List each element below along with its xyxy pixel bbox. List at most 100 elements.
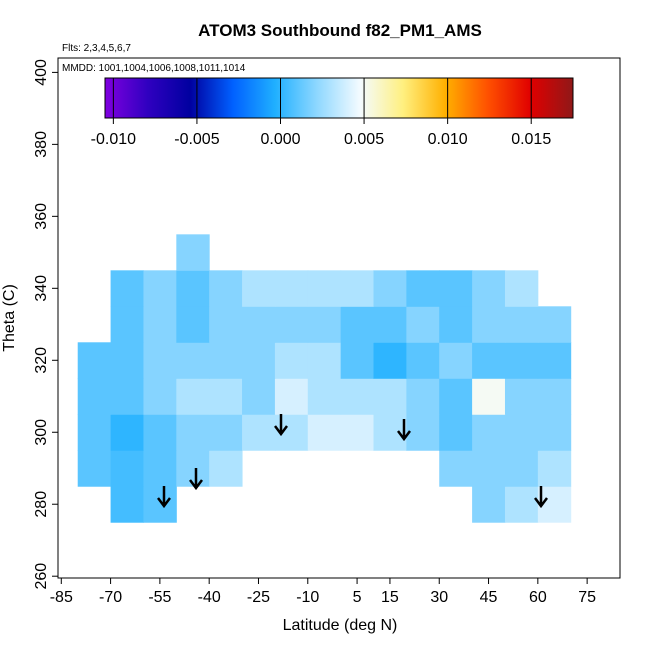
heatmap-cell — [143, 342, 177, 379]
heatmap-cell — [77, 450, 112, 487]
heatmap-cell — [307, 306, 342, 343]
heatmap-cell — [406, 306, 440, 343]
heatmap-cell — [472, 486, 506, 523]
heatmap-cell — [439, 270, 473, 307]
heatmap-cell — [77, 342, 112, 379]
x-tick-label: 75 — [578, 589, 596, 606]
heatmap-cell — [537, 450, 572, 487]
heatmap-cell — [176, 378, 210, 415]
heatmap-cell — [176, 342, 210, 379]
x-tick-label: 45 — [480, 589, 498, 606]
x-axis-label: Latitude (deg N) — [283, 617, 398, 634]
heatmap-cell — [143, 414, 177, 451]
x-tick-label: -10 — [296, 589, 319, 606]
heatmap-cell — [472, 342, 506, 379]
heatmap-cell — [340, 306, 375, 343]
colorbar-tick-label: 0.010 — [428, 131, 468, 148]
heatmap-cell — [472, 414, 506, 451]
heatmap-cell — [472, 306, 506, 343]
heatmap-cell — [307, 342, 342, 379]
y-tick-label: 340 — [33, 275, 50, 302]
heatmap-cell — [143, 378, 177, 415]
x-tick-label: -85 — [50, 589, 73, 606]
heatmap-cell — [472, 450, 506, 487]
heatmap-cell — [504, 486, 539, 523]
heatmap-cell — [439, 378, 473, 415]
heatmap-cell — [504, 414, 539, 451]
heatmap-cell — [504, 450, 539, 487]
colorbar-tick-label: -0.005 — [174, 131, 219, 148]
heatmap-cell — [406, 414, 440, 451]
heatmap-cell — [274, 342, 309, 379]
heatmap-cell — [143, 270, 177, 307]
colorbar-tick-label: 0.015 — [511, 131, 551, 148]
heatmap-cell — [406, 378, 440, 415]
x-tick-label: -25 — [247, 589, 270, 606]
annotation: MMDD: 1001,1004,1006,1008,1011,1014 — [62, 63, 246, 74]
heatmap-cell — [110, 270, 144, 307]
arrow — [189, 468, 203, 491]
heatmap-cell — [537, 342, 572, 379]
heatmap-cell — [143, 450, 177, 487]
heatmap-cell — [110, 342, 144, 379]
heatmap-cell — [110, 378, 144, 415]
heatmap-cell — [472, 378, 506, 415]
heatmap-cell — [406, 342, 440, 379]
heatmap-cell — [242, 414, 276, 451]
heatmap-cell — [504, 270, 539, 307]
heatmap-cell — [209, 270, 243, 307]
arrow — [397, 419, 411, 442]
plot-frame — [57, 57, 621, 579]
x-tick-label: -40 — [198, 589, 221, 606]
arrows — [157, 414, 548, 509]
heatmap-cell — [242, 306, 276, 343]
heatmap-cell — [307, 270, 342, 307]
heatmap-cell — [143, 306, 177, 343]
colorbar — [104, 77, 574, 119]
heatmap-cell — [274, 306, 309, 343]
heatmap-cell — [373, 414, 407, 451]
x-tick-label: -55 — [148, 589, 171, 606]
heatmap-cell — [373, 306, 407, 343]
heatmap-cell — [110, 486, 144, 523]
heatmap-cell — [439, 306, 473, 343]
heatmap-cell — [242, 270, 276, 307]
arrow — [274, 414, 288, 437]
heatmap-cell — [176, 234, 210, 271]
heatmap-cell — [537, 306, 572, 343]
heatmap-cell — [340, 270, 375, 307]
heatmap-cell — [504, 342, 539, 379]
heatmap-cell — [77, 378, 112, 415]
heatmap — [77, 234, 572, 523]
x-tick-label: 60 — [529, 589, 547, 606]
heatmap-cell — [537, 378, 572, 415]
colorbar-tick-label: -0.010 — [91, 131, 136, 148]
heatmap-cell — [439, 414, 473, 451]
heatmap-cell — [307, 378, 342, 415]
subtitle: Flts: 2,3,4,5,6,7 — [62, 43, 131, 54]
heatmap-cell — [406, 270, 440, 307]
y-tick-label: 280 — [33, 491, 50, 518]
heatmap-cell — [176, 414, 210, 451]
x-tick-label: 15 — [381, 589, 399, 606]
x-tick-label: 30 — [430, 589, 448, 606]
heatmap-cell — [340, 342, 375, 379]
x-tick-label: -70 — [99, 589, 122, 606]
y-tick-label: 380 — [33, 131, 50, 158]
heatmap-cell — [209, 450, 243, 487]
heatmap-cell — [537, 414, 572, 451]
colorbar-tick-label: 0.005 — [344, 131, 384, 148]
heatmap-cell — [274, 378, 309, 415]
heatmap-cell — [373, 270, 407, 307]
heatmap-cell — [110, 414, 144, 451]
heatmap-cell — [504, 306, 539, 343]
y-axis-label: Theta (C) — [1, 284, 18, 352]
heatmap-cell — [340, 378, 375, 415]
y-tick-label: 260 — [33, 563, 50, 590]
heatmap-cell — [340, 414, 375, 451]
colorbar-tick-label: 0.000 — [260, 131, 300, 148]
heatmap-cell — [209, 342, 243, 379]
heatmap-cell — [242, 378, 276, 415]
heatmap-cell — [110, 306, 144, 343]
heatmap-cell — [504, 378, 539, 415]
